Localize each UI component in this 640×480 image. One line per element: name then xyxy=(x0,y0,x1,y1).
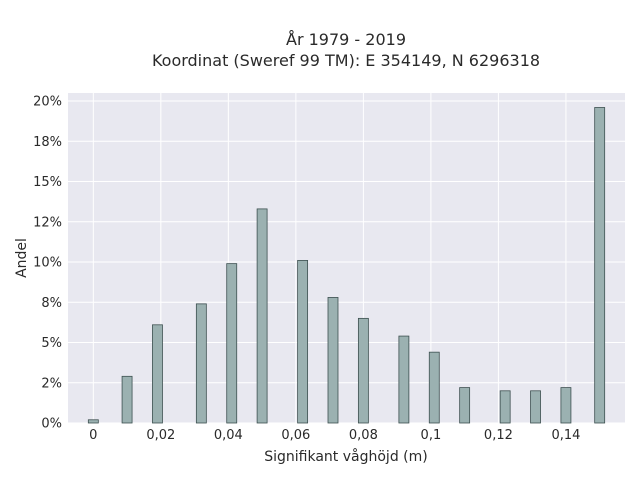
bar-6 xyxy=(297,260,309,424)
plot-area xyxy=(68,93,625,423)
x-tick-label-6: 0,12 xyxy=(484,428,513,443)
bar-2 xyxy=(152,324,163,424)
chart-title-line-2: Koordinat (Sweref 99 TM): E 354149, N 62… xyxy=(152,51,540,70)
y-tick-labels: 0% 2% 5% 8% 10% 12% 15% 18% 20% xyxy=(33,95,62,432)
bar-10 xyxy=(428,351,440,424)
bar-0 xyxy=(87,419,99,424)
bar-12 xyxy=(499,390,511,424)
bar-5 xyxy=(256,208,268,424)
y-tick-label-8: 20% xyxy=(33,95,62,110)
y-tick-label-1: 2% xyxy=(41,376,62,391)
y-tick-label-7: 18% xyxy=(33,135,62,150)
x-tick-label-5: 0,1 xyxy=(421,428,442,443)
bar-4 xyxy=(226,263,238,424)
y-tick-label-3: 8% xyxy=(41,296,62,311)
y-tick-label-4: 10% xyxy=(33,256,62,271)
x-tick-label-3: 0,06 xyxy=(281,428,310,443)
bar-8 xyxy=(357,317,369,424)
bar-15 xyxy=(594,107,606,424)
chart-title-line-1: År 1979 - 2019 xyxy=(286,30,406,49)
x-axis-label: Signifikant våghöjd (m) xyxy=(264,448,427,465)
x-tick-label-4: 0,08 xyxy=(349,428,378,443)
x-tick-labels: 0 0,02 0,04 0,06 0,08 0,1 0,12 0,14 xyxy=(89,428,580,443)
x-tick-label-0: 0 xyxy=(89,428,97,443)
bar-13 xyxy=(530,390,541,424)
bar-14 xyxy=(560,387,572,424)
bar-3 xyxy=(195,303,207,424)
bar-7 xyxy=(327,297,339,424)
x-tick-label-1: 0,02 xyxy=(146,428,175,443)
x-tick-label-7: 0,14 xyxy=(551,428,580,443)
y-tick-label-2: 5% xyxy=(41,336,62,351)
y-tick-label-5: 12% xyxy=(33,215,62,230)
bar-11 xyxy=(459,387,471,424)
bar-1 xyxy=(121,375,133,424)
y-axis-label: Andel xyxy=(14,238,30,278)
y-tick-label-6: 15% xyxy=(33,175,62,190)
y-tick-label-0: 0% xyxy=(41,417,62,432)
bar-9 xyxy=(398,335,410,424)
bars xyxy=(87,107,606,424)
x-tick-label-2: 0,04 xyxy=(214,428,243,443)
